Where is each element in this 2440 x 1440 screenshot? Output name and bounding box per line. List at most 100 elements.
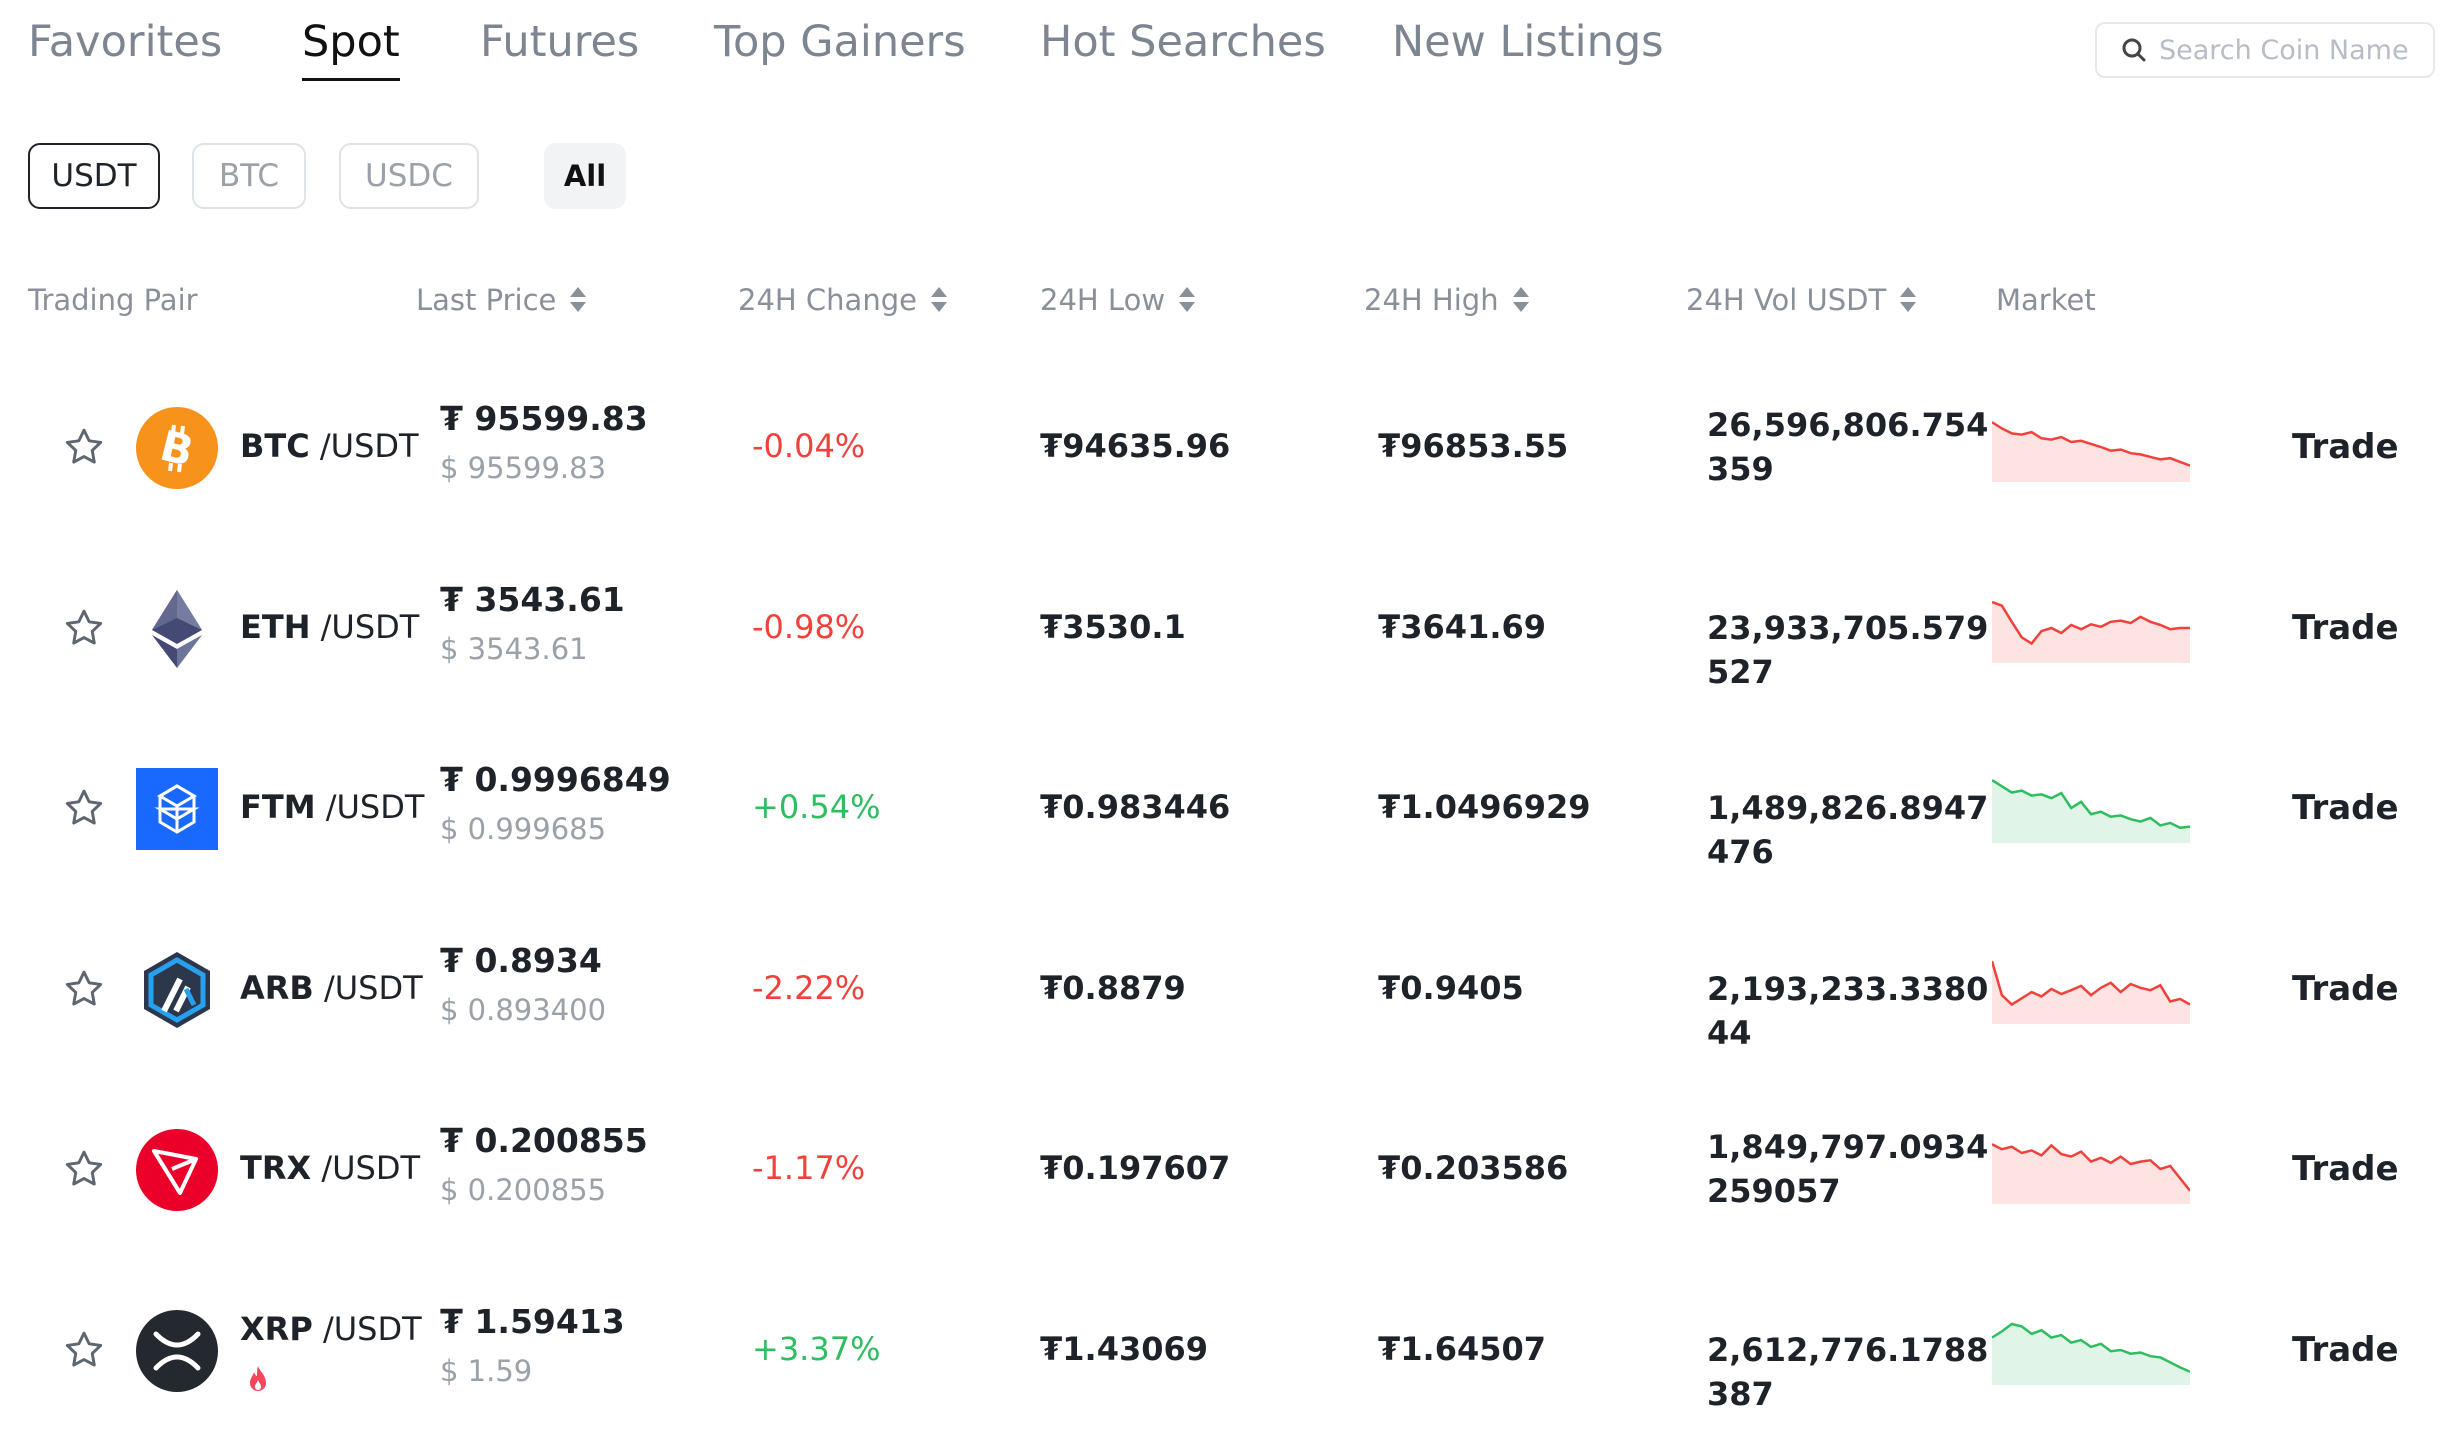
quote-symbol: /USDT bbox=[321, 1149, 421, 1187]
header-trading-pair: Trading Pair bbox=[28, 283, 198, 317]
quote-symbol: /USDT bbox=[319, 427, 419, 465]
last-price-usd: $ 0.200855 bbox=[440, 1173, 607, 1207]
last-price-usd: $ 95599.83 bbox=[440, 451, 607, 485]
low-24h: ₮0.8879 bbox=[1040, 969, 1186, 1007]
favorite-star-icon[interactable] bbox=[62, 606, 106, 650]
sparkline-area bbox=[1992, 1324, 2190, 1385]
table-row[interactable]: ETH /USDT ₮ 3543.61 $ 3543.61 -0.98% ₮35… bbox=[0, 538, 2440, 718]
volume-24h: 26,596,806.754359 bbox=[1707, 406, 1989, 488]
sparkline-line bbox=[1992, 779, 2190, 830]
chip-usdc[interactable]: USDC bbox=[339, 143, 479, 209]
table-row[interactable]: FTM /USDT ₮ 0.9996849 $ 0.999685 +0.54% … bbox=[0, 718, 2440, 898]
sort-icon bbox=[1179, 287, 1196, 313]
table-row[interactable]: ARB /USDT ₮ 0.8934 $ 0.893400 -2.22% ₮0.… bbox=[0, 899, 2440, 1079]
chip-all[interactable]: All bbox=[544, 143, 626, 209]
base-symbol: FTM bbox=[240, 788, 316, 826]
last-price-usd: $ 0.999685 bbox=[440, 812, 607, 846]
trx-icon bbox=[136, 1129, 218, 1211]
trading-pair[interactable]: ARB /USDT bbox=[240, 969, 423, 1007]
base-symbol: XRP bbox=[240, 1310, 313, 1348]
sparkline-area bbox=[1992, 1144, 2190, 1204]
hot-fire-icon bbox=[250, 1366, 266, 1391]
sort-icon bbox=[930, 287, 947, 313]
header-24h-high[interactable]: 24H High bbox=[1364, 280, 1529, 320]
sparkline-line bbox=[1992, 1322, 2190, 1373]
market-sparkline bbox=[1992, 421, 2190, 482]
header-24h-vol[interactable]: 24H Vol USDT bbox=[1686, 280, 1917, 320]
favorite-star-icon[interactable] bbox=[62, 786, 106, 830]
last-price: ₮ 0.200855 bbox=[440, 1121, 648, 1160]
search-box[interactable] bbox=[2095, 22, 2435, 78]
header-last-price[interactable]: Last Price bbox=[416, 280, 587, 320]
last-price: ₮ 0.8934 bbox=[440, 941, 602, 980]
favorite-star-icon[interactable] bbox=[62, 425, 106, 469]
change-24h: -0.98% bbox=[752, 608, 866, 646]
trade-button[interactable]: Trade bbox=[2292, 1330, 2399, 1370]
sparkline-area bbox=[1992, 780, 2190, 843]
tab-hot-searches[interactable]: Hot Searches bbox=[1040, 17, 1326, 67]
volume-24h: 23,933,705.579527 bbox=[1707, 609, 1989, 691]
last-price: ₮ 0.9996849 bbox=[440, 760, 671, 799]
market-sparkline bbox=[1992, 1322, 2190, 1385]
market-sparkline bbox=[1992, 600, 2190, 663]
sort-icon bbox=[570, 287, 587, 313]
trading-pair[interactable]: TRX /USDT bbox=[240, 1149, 420, 1187]
table-row[interactable]: XRP /USDT ₮ 1.59413 $ 1.59 +3.37% ₮1.430… bbox=[0, 1260, 2440, 1440]
change-24h: +0.54% bbox=[752, 788, 881, 826]
table-row[interactable]: B BTC /USDT ₮ 95599.83 $ 95599.83 -0.04%… bbox=[0, 357, 2440, 537]
market-sparkline bbox=[1992, 779, 2190, 843]
quote-symbol: /USDT bbox=[320, 608, 420, 646]
low-24h: ₮0.983446 bbox=[1040, 788, 1231, 826]
search-input[interactable] bbox=[2157, 33, 2421, 67]
header-24h-low[interactable]: 24H Low bbox=[1040, 280, 1196, 320]
last-price-usd: $ 0.893400 bbox=[440, 993, 607, 1027]
low-24h: ₮94635.96 bbox=[1040, 427, 1231, 465]
table-row[interactable]: TRX /USDT ₮ 0.200855 $ 0.200855 -1.17% ₮… bbox=[0, 1079, 2440, 1259]
last-price: ₮ 3543.61 bbox=[440, 580, 625, 619]
tab-futures[interactable]: Futures bbox=[480, 17, 640, 67]
last-price: ₮ 1.59413 bbox=[440, 1302, 625, 1341]
tab-spot[interactable]: Spot bbox=[302, 14, 400, 81]
volume-24h: 2,612,776.1788387 bbox=[1707, 1331, 1989, 1413]
chip-btc[interactable]: BTC bbox=[192, 143, 306, 209]
tab-new-listings[interactable]: New Listings bbox=[1392, 17, 1664, 67]
header-24h-change[interactable]: 24H Change bbox=[738, 280, 947, 320]
favorite-star-icon[interactable] bbox=[62, 1147, 106, 1191]
favorite-star-icon[interactable] bbox=[62, 967, 106, 1011]
high-24h: ₮1.64507 bbox=[1378, 1330, 1547, 1368]
favorite-star-icon[interactable] bbox=[62, 1328, 106, 1372]
base-symbol: ARB bbox=[240, 969, 314, 1007]
change-24h: -1.17% bbox=[752, 1149, 866, 1187]
high-24h: ₮0.9405 bbox=[1378, 969, 1524, 1007]
trading-pair[interactable]: BTC /USDT bbox=[240, 427, 419, 465]
last-price-usd: $ 1.59 bbox=[440, 1354, 533, 1388]
change-24h: -2.22% bbox=[752, 969, 866, 1007]
sort-icon bbox=[1900, 287, 1917, 313]
trading-pair[interactable]: FTM /USDT bbox=[240, 788, 424, 826]
base-symbol: ETH bbox=[240, 608, 311, 646]
trade-button[interactable]: Trade bbox=[2292, 608, 2399, 648]
trade-button[interactable]: Trade bbox=[2292, 427, 2399, 467]
base-symbol: BTC bbox=[240, 427, 310, 465]
volume-24h: 1,489,826.8947476 bbox=[1707, 789, 1989, 871]
sparkline-line bbox=[1992, 1143, 2190, 1192]
quote-symbol: /USDT bbox=[322, 1310, 422, 1348]
quote-symbol: /USDT bbox=[325, 788, 425, 826]
chip-usdt[interactable]: USDT bbox=[28, 143, 160, 209]
tab-top-gainers[interactable]: Top Gainers bbox=[714, 17, 966, 67]
high-24h: ₮3641.69 bbox=[1378, 608, 1547, 646]
trading-pair[interactable]: ETH /USDT bbox=[240, 608, 419, 646]
trade-button[interactable]: Trade bbox=[2292, 969, 2399, 1009]
high-24h: ₮96853.55 bbox=[1378, 427, 1569, 465]
trade-button[interactable]: Trade bbox=[2292, 788, 2399, 828]
low-24h: ₮3530.1 bbox=[1040, 608, 1186, 646]
eth-icon bbox=[152, 590, 202, 668]
change-24h: +3.37% bbox=[752, 1330, 881, 1368]
sparkline-area bbox=[1992, 422, 2190, 482]
trade-button[interactable]: Trade bbox=[2292, 1149, 2399, 1189]
trading-pair[interactable]: XRP /USDT bbox=[240, 1310, 422, 1348]
high-24h: ₮1.0496929 bbox=[1378, 788, 1591, 826]
header-market: Market bbox=[1996, 283, 2096, 317]
btc-icon: B bbox=[136, 407, 218, 489]
tab-favorites[interactable]: Favorites bbox=[28, 17, 223, 67]
